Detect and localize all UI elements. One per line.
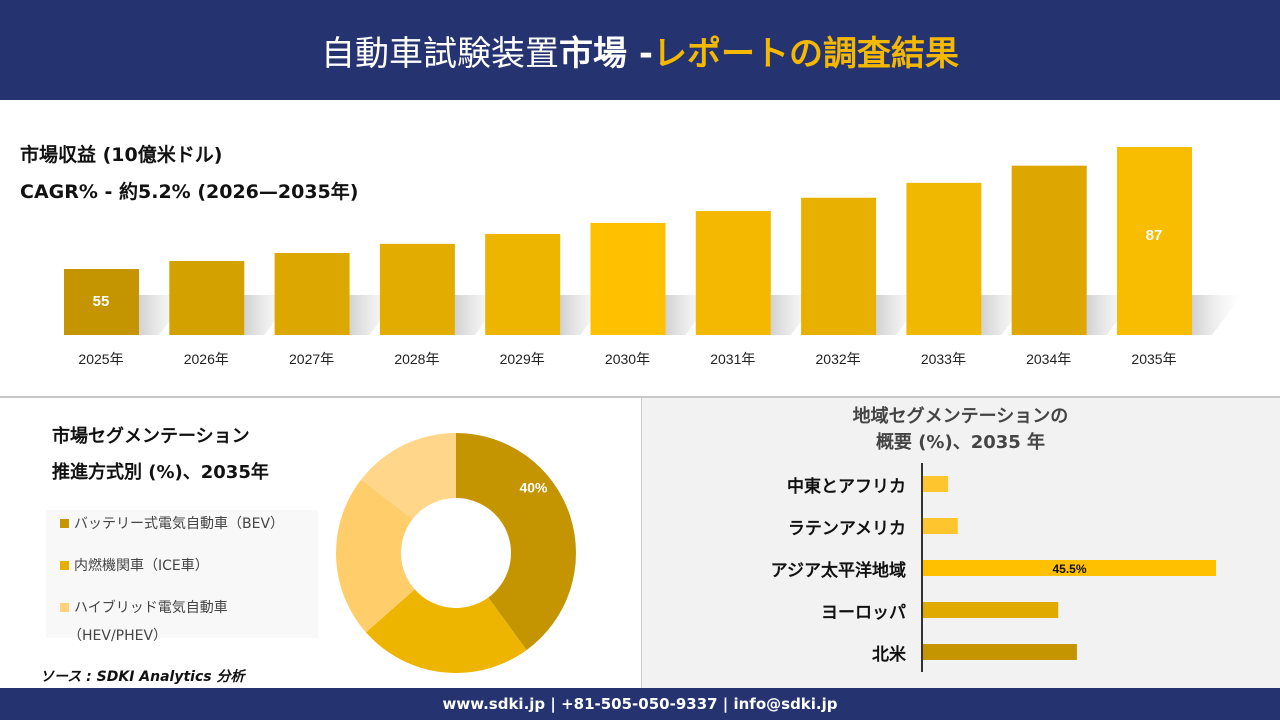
legend-swatch: [60, 560, 69, 570]
segment-title-2: 推進方式別 (%)、2035年: [52, 462, 269, 483]
x-tick-label: 2032年: [816, 351, 861, 367]
bar-2025年: [64, 269, 139, 335]
x-tick-label: 2029年: [500, 351, 545, 367]
x-tick-label: 2026年: [184, 351, 229, 367]
revenue-title: 市場収益 (10億米ドル): [20, 144, 223, 166]
bar-2033年: [906, 182, 982, 335]
region-bar-4: [923, 644, 1077, 660]
region-label: ヨーロッパ: [821, 603, 906, 623]
region-title: 地域セグメンテーションの 概要 (%)、2035 年: [641, 404, 1280, 456]
bar-2027年: [274, 252, 350, 335]
donut-slice-3: [361, 433, 456, 520]
title-part2: 市場 -: [559, 33, 653, 74]
bar-2035年: [1117, 147, 1192, 335]
title-part3: レポートの調査結果: [652, 33, 959, 74]
x-tick-label: 2033年: [921, 351, 966, 367]
region-bar-0: [923, 476, 949, 492]
section-divider: [0, 396, 1280, 398]
donut-slice-0: [456, 433, 576, 651]
segment-legend: [46, 510, 318, 638]
bar-2030年: [590, 222, 666, 335]
legend-label: ハイブリッド電気自動車: [74, 600, 228, 616]
legend-swatch: [60, 518, 69, 528]
legend-swatch: [60, 602, 69, 612]
x-tick-label: 2028年: [394, 351, 439, 367]
x-tick-label: 2025年: [78, 351, 123, 367]
bar-2026年: [169, 260, 245, 335]
region-title-2: 概要 (%)、2035 年: [875, 432, 1046, 453]
bar-2028年: [379, 243, 455, 335]
region-label: 北米: [872, 645, 906, 665]
legend-label: 内燃機関車（ICE車）: [74, 558, 209, 574]
revenue-bar-chart: 2025年 55 2026年 2027年 2028年 2029年 2030年 2031年 203…: [64, 147, 1242, 367]
legend-item-ice: 内燃機関車（ICE車）: [60, 555, 209, 575]
donut-slice-1: [365, 589, 527, 673]
region-bar-3: [923, 602, 1059, 618]
x-tick-label: 2031年: [710, 351, 755, 367]
segment-title-1: 市場セグメンテーション: [52, 426, 250, 447]
x-tick-label: 2034年: [1026, 351, 1071, 367]
donut-slice-2: [336, 479, 415, 633]
bar-2032年: [801, 197, 877, 335]
data-label: 45.5%: [1052, 562, 1086, 576]
region-label: ラテンアメリカ: [787, 519, 906, 539]
source-note: ソース : SDKI Analytics 分析: [40, 669, 245, 685]
region-bar-2: [923, 560, 1217, 576]
data-label: 87: [1146, 227, 1163, 244]
region-label: 中東とアフリカ: [787, 477, 906, 497]
bar-2031年: [695, 211, 771, 335]
title-part1: 自動車試験装置: [321, 33, 560, 74]
data-label: 55: [93, 293, 110, 310]
legend-item-hybrid-2: （HEV/PHEV）: [68, 628, 168, 644]
bar-shadow: [1192, 295, 1242, 335]
footer-contact: www.sdki.jp | +81-505-050-9337 | info@sd…: [0, 688, 1280, 720]
region-label: アジア太平洋地域: [770, 561, 906, 581]
legend-label: バッテリー式電気自動車（BEV）: [74, 516, 285, 532]
header-banner: 自動車試験装置 市場 - レポートの調査結果: [0, 0, 1280, 100]
bar-2034年: [1011, 165, 1087, 335]
region-title-1: 地域セグメンテーションの: [852, 406, 1069, 427]
bar-2029年: [485, 233, 561, 335]
region-panel: [641, 398, 1280, 688]
data-label: 40%: [519, 479, 548, 495]
x-tick-label: 2035年: [1131, 351, 1176, 367]
region-bar-1: [923, 518, 958, 534]
x-tick-label: 2027年: [289, 351, 334, 367]
cagr-text: CAGR% - 約5.2% (2026—2035年): [20, 181, 359, 203]
x-tick-label: 2030年: [605, 351, 650, 367]
legend-item-bev: バッテリー式電気自動車（BEV）: [60, 513, 284, 533]
legend-item-hybrid: ハイブリッド電気自動車: [60, 597, 228, 617]
